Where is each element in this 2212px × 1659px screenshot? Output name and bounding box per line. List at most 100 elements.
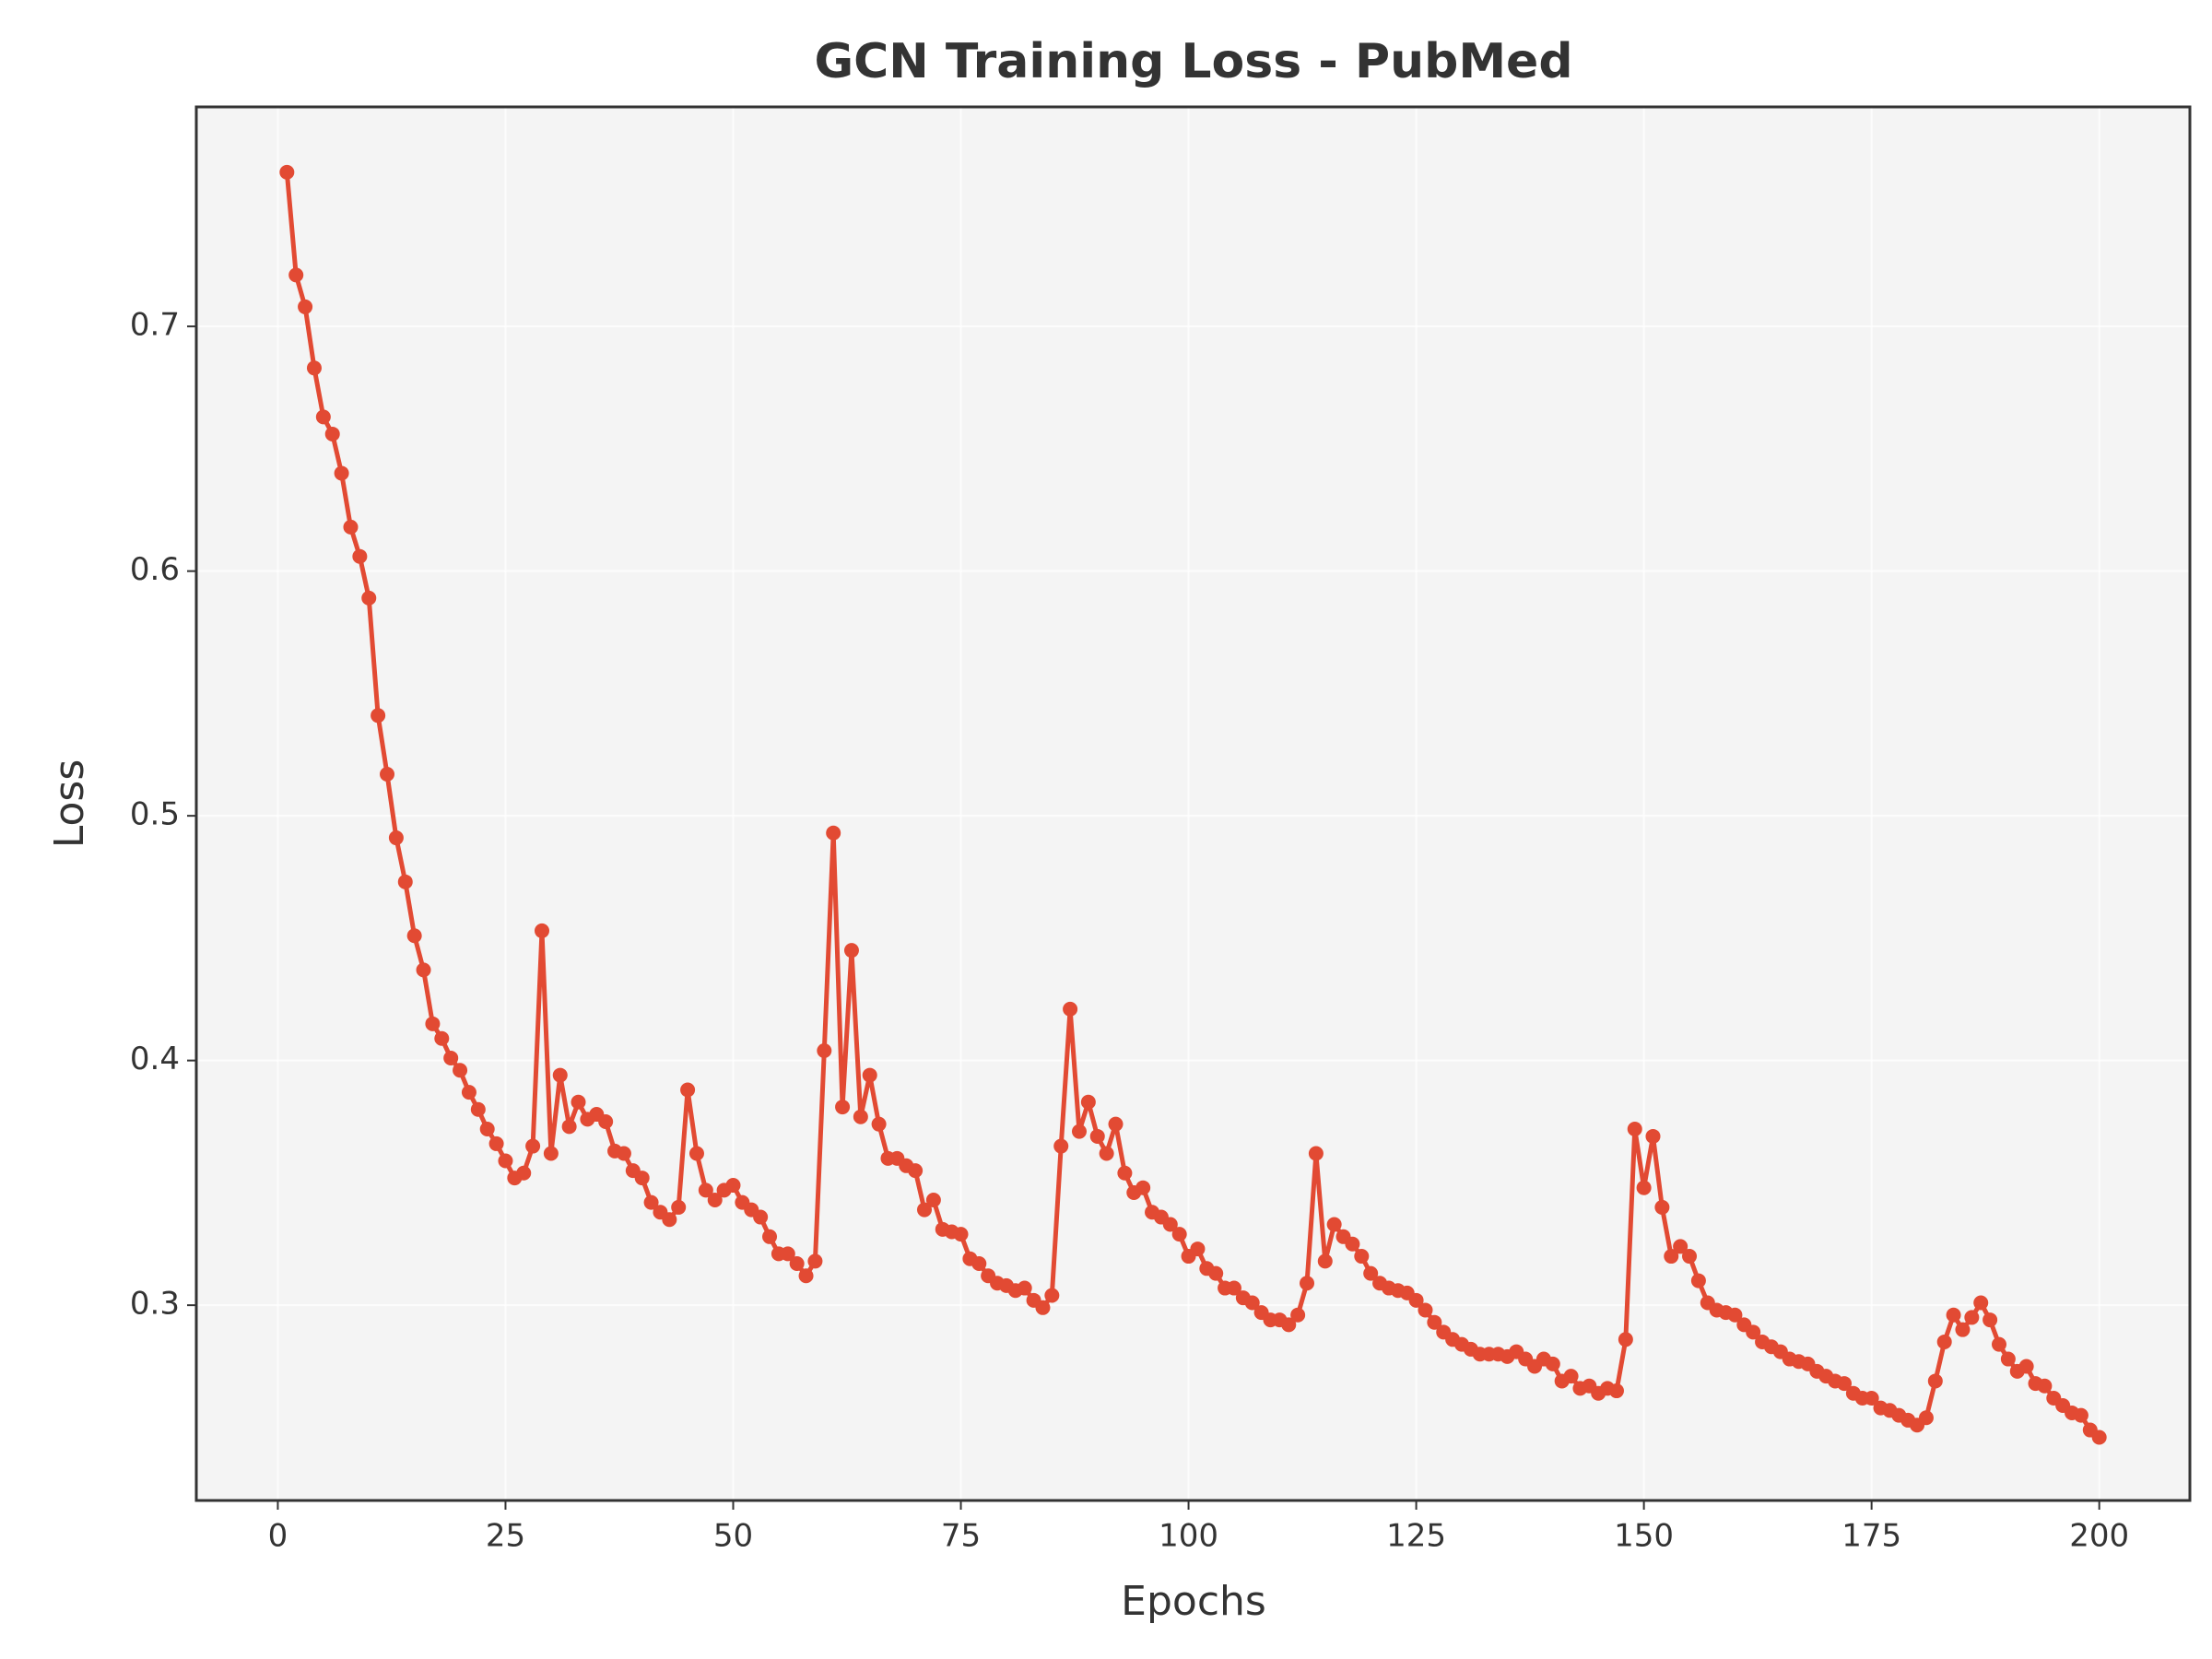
point — [780, 1246, 795, 1262]
x-tick-label: 100 — [1159, 1518, 1218, 1555]
point — [1690, 1273, 1706, 1288]
point — [571, 1094, 586, 1110]
point — [1664, 1249, 1679, 1265]
point — [1608, 1383, 1624, 1399]
point — [1973, 1295, 1989, 1311]
point — [498, 1153, 513, 1169]
point — [1053, 1138, 1069, 1154]
x-tick-label: 200 — [2069, 1518, 2129, 1555]
point — [1035, 1300, 1051, 1315]
point — [1408, 1292, 1424, 1308]
point — [2091, 1430, 2107, 1445]
point — [461, 1085, 477, 1100]
point — [470, 1101, 486, 1117]
point — [1964, 1310, 1980, 1325]
point — [288, 267, 304, 283]
point — [1618, 1332, 1633, 1347]
point — [315, 409, 331, 425]
point — [688, 1146, 704, 1161]
point — [725, 1178, 741, 1194]
point — [908, 1163, 924, 1179]
y-tick-label: 0.5 — [130, 796, 180, 833]
point — [817, 1043, 832, 1059]
point — [534, 923, 549, 938]
point — [2037, 1378, 2053, 1394]
point — [798, 1268, 814, 1284]
point — [1354, 1249, 1370, 1265]
y-axis-label: Loss — [46, 759, 93, 849]
point — [279, 164, 295, 180]
x-tick-label: 150 — [1614, 1518, 1674, 1555]
point — [707, 1192, 723, 1207]
point — [443, 1050, 459, 1065]
point — [1080, 1094, 1096, 1110]
point — [1135, 1180, 1151, 1195]
point — [416, 962, 431, 978]
point — [1563, 1369, 1579, 1384]
point — [634, 1171, 650, 1186]
point — [479, 1121, 495, 1136]
point — [2018, 1359, 2034, 1374]
point — [843, 943, 859, 959]
point — [807, 1253, 823, 1269]
point — [525, 1138, 541, 1154]
point — [298, 299, 313, 314]
point — [698, 1182, 713, 1198]
point — [1946, 1307, 1961, 1323]
point — [552, 1067, 568, 1083]
point — [835, 1100, 851, 1115]
point — [1682, 1249, 1698, 1265]
point — [1837, 1376, 1853, 1392]
point — [434, 1030, 450, 1046]
point — [324, 426, 340, 441]
point — [1983, 1312, 1998, 1328]
point — [643, 1194, 659, 1210]
x-tick-label: 75 — [941, 1518, 981, 1555]
point — [1627, 1121, 1642, 1136]
point — [388, 830, 404, 846]
point — [680, 1082, 696, 1098]
point — [853, 1109, 868, 1124]
point — [1673, 1239, 1688, 1254]
y-tick-label: 0.4 — [130, 1041, 180, 1077]
point — [1418, 1302, 1433, 1318]
point — [380, 767, 395, 782]
point — [1226, 1280, 1241, 1296]
point — [361, 590, 377, 606]
point — [1727, 1307, 1743, 1323]
plot-area — [196, 107, 2190, 1500]
point — [488, 1135, 504, 1151]
point — [1162, 1217, 1178, 1232]
point — [662, 1212, 677, 1228]
point — [971, 1255, 987, 1271]
point — [1991, 1336, 2006, 1352]
x-tick-label: 50 — [713, 1518, 753, 1555]
point — [1326, 1217, 1342, 1232]
point — [425, 1016, 441, 1031]
point — [1244, 1295, 1260, 1311]
point — [306, 360, 322, 376]
point — [1063, 1001, 1078, 1017]
point — [1108, 1116, 1124, 1132]
y-tick-label: 0.6 — [130, 551, 180, 588]
point — [1281, 1317, 1297, 1333]
point — [925, 1192, 941, 1207]
point — [789, 1255, 805, 1271]
point — [453, 1063, 468, 1078]
point — [1427, 1314, 1442, 1330]
point — [1936, 1334, 1952, 1349]
x-tick-label: 25 — [486, 1518, 525, 1555]
point — [1290, 1307, 1306, 1323]
point — [1363, 1265, 1379, 1281]
point — [826, 825, 841, 841]
point — [1099, 1146, 1114, 1161]
point — [516, 1165, 532, 1181]
point — [1017, 1280, 1032, 1296]
point — [1345, 1236, 1360, 1252]
y-tick-label: 0.3 — [130, 1286, 180, 1323]
point — [1636, 1180, 1652, 1195]
point — [1300, 1276, 1315, 1291]
x-tick-label: 0 — [268, 1518, 288, 1555]
